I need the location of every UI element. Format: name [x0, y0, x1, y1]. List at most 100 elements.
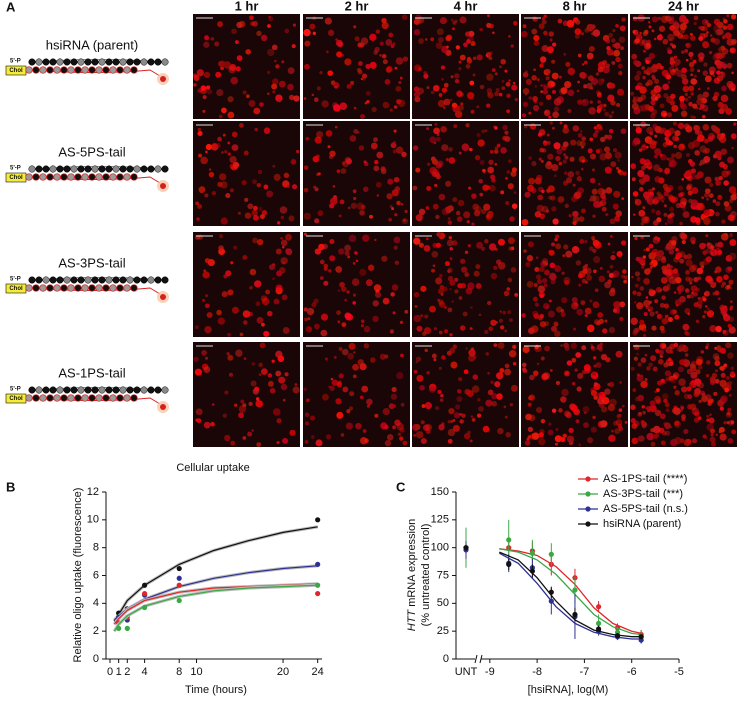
cell [582, 99, 586, 103]
cell [631, 275, 634, 279]
cell [731, 429, 737, 435]
cell [356, 67, 362, 73]
cell [604, 281, 611, 289]
cell [730, 366, 735, 371]
cell [348, 234, 357, 243]
cell [680, 50, 685, 54]
cell [240, 399, 245, 404]
cell [461, 413, 466, 418]
cell [231, 306, 239, 314]
cell [567, 89, 575, 97]
nucleotide [63, 58, 71, 66]
cell [452, 424, 460, 432]
cell [282, 398, 286, 402]
cell [592, 415, 596, 420]
cell [730, 300, 733, 303]
cell [341, 322, 347, 328]
cell [535, 256, 539, 259]
cell [688, 101, 693, 107]
cell [567, 171, 575, 178]
cell [713, 91, 720, 98]
cell [217, 136, 222, 142]
cell [304, 63, 310, 70]
cell [650, 265, 653, 269]
cell [319, 259, 325, 265]
cell [675, 247, 679, 252]
cell [391, 386, 397, 393]
cell [608, 273, 614, 278]
cell [310, 435, 315, 439]
cell [275, 64, 280, 69]
cell [259, 342, 266, 349]
cell [631, 422, 638, 430]
cell [437, 99, 446, 108]
cell [658, 349, 664, 356]
cell [614, 42, 621, 49]
cell [572, 216, 580, 223]
cell [193, 83, 197, 87]
cell [722, 329, 727, 334]
cell [678, 378, 686, 386]
cell [691, 174, 697, 180]
cell [415, 214, 423, 222]
cell [508, 79, 511, 82]
cell [386, 193, 393, 200]
cell [504, 130, 509, 135]
cell [564, 155, 569, 160]
cell [522, 87, 530, 95]
cell [577, 53, 582, 58]
cell [416, 325, 423, 332]
cell [714, 369, 718, 373]
cell [352, 301, 356, 305]
cell [679, 221, 683, 226]
cell [711, 212, 715, 216]
cell [726, 80, 734, 89]
cell [205, 150, 208, 154]
cell [587, 148, 593, 154]
cell [702, 434, 707, 439]
cell [342, 386, 349, 393]
cell [667, 33, 675, 42]
cell [715, 266, 722, 273]
cell [224, 390, 229, 395]
cell [259, 102, 264, 107]
cell [663, 362, 669, 368]
cell [641, 104, 649, 112]
cell [340, 433, 345, 437]
cell [540, 62, 544, 65]
cell [496, 143, 501, 148]
cell [285, 248, 290, 253]
cell [285, 233, 292, 241]
nucleotide [105, 276, 113, 284]
cell [361, 73, 368, 79]
cell [635, 85, 641, 91]
cell [559, 121, 563, 125]
nucleotide [98, 386, 106, 394]
cell [690, 379, 696, 386]
cell [688, 95, 691, 99]
cell [395, 57, 404, 65]
cell [586, 23, 595, 32]
cell [261, 322, 265, 327]
cell [479, 84, 485, 90]
nucleotide [91, 276, 99, 284]
cell [634, 236, 638, 241]
cell [675, 252, 683, 259]
cell [727, 438, 734, 444]
cell [697, 69, 701, 73]
cell [698, 365, 703, 370]
cell [704, 75, 712, 83]
cell [679, 23, 687, 31]
cell [340, 168, 347, 174]
cell [717, 297, 721, 301]
cell [251, 209, 258, 217]
cell [320, 329, 328, 337]
x-tick-label: 1 [116, 666, 122, 678]
cell [552, 89, 556, 94]
cell [450, 419, 454, 423]
cell [329, 238, 335, 245]
cell [576, 176, 582, 182]
cell [588, 45, 595, 52]
cell [555, 323, 558, 327]
cell [583, 60, 588, 65]
